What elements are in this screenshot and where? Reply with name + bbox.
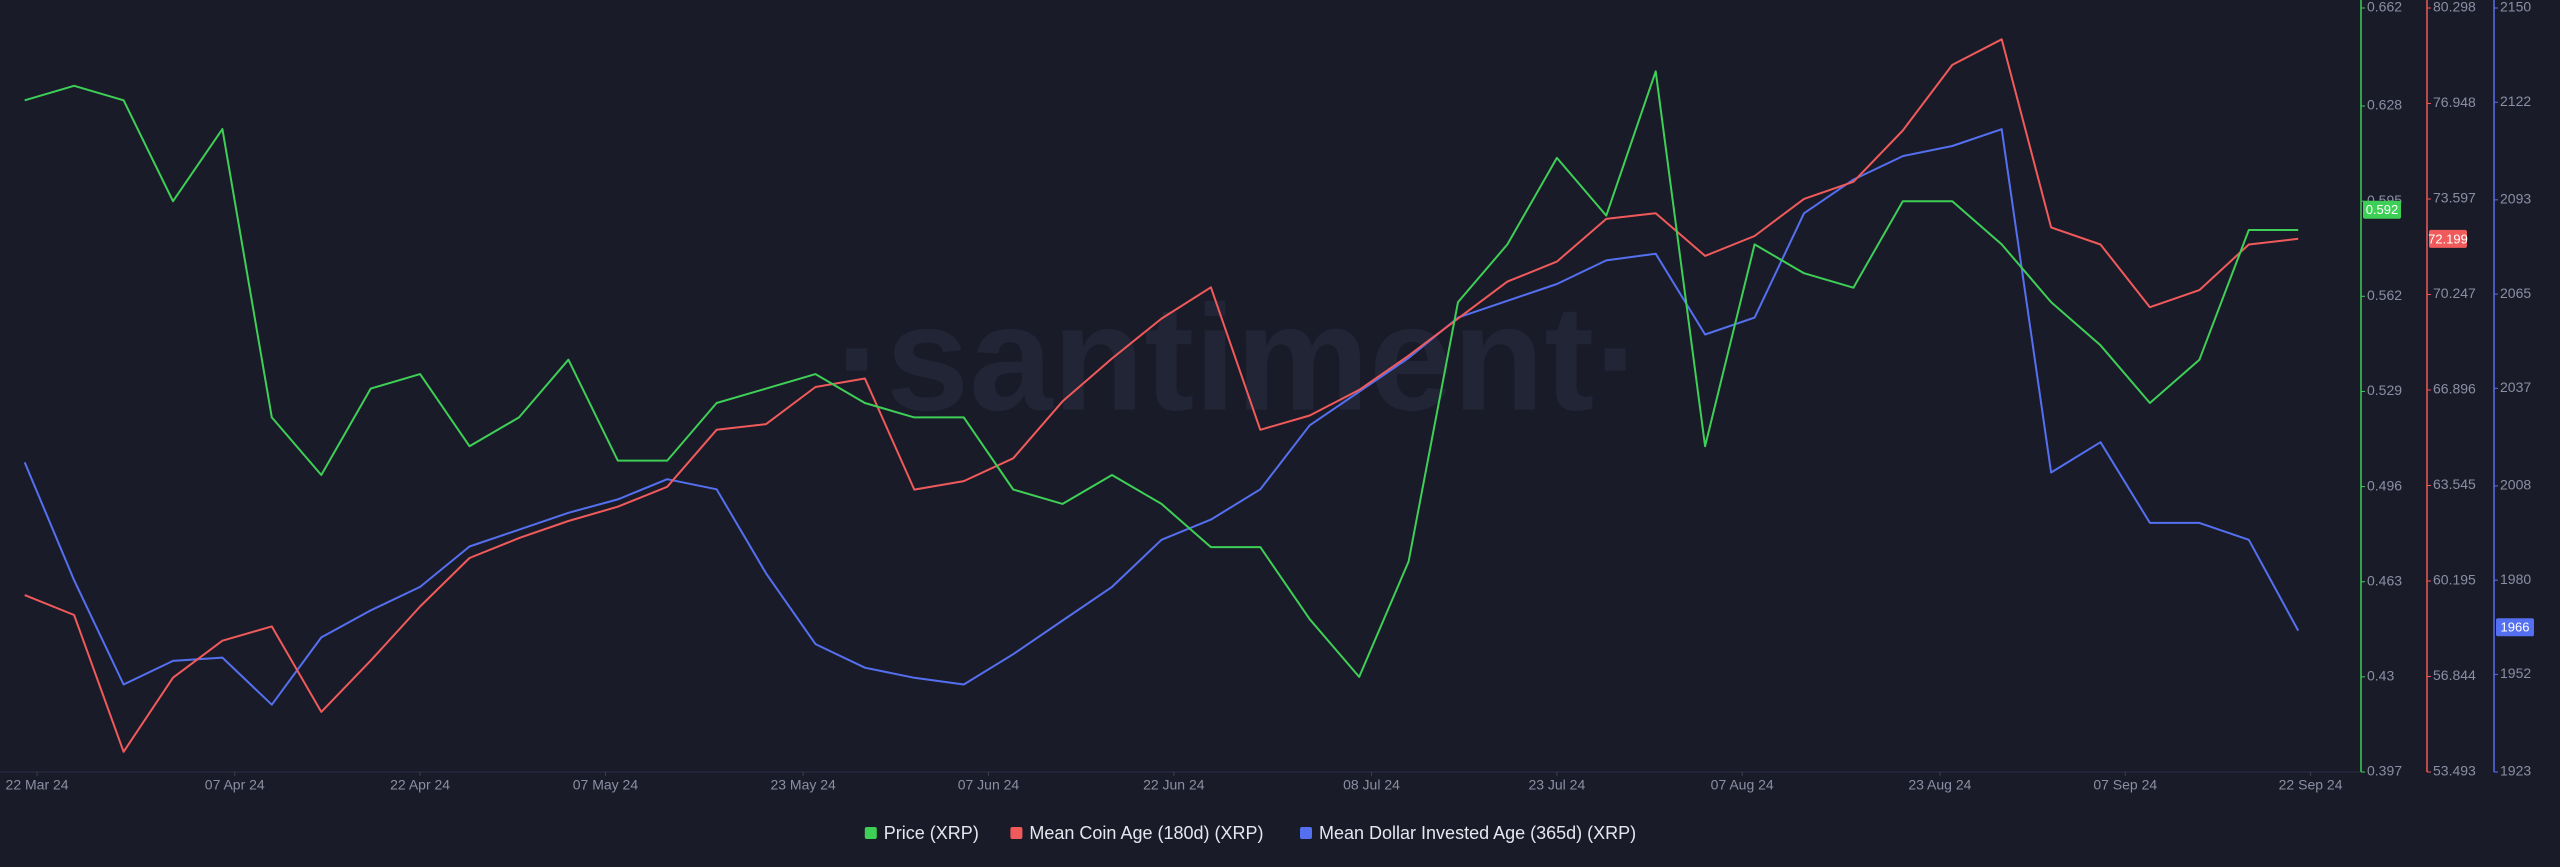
y-tick-label: 1952 xyxy=(2500,665,2531,681)
x-tick-label: 07 May 24 xyxy=(573,777,639,793)
current-value-label: 1966 xyxy=(2501,620,2530,635)
y-tick-label: 2037 xyxy=(2500,379,2531,395)
legend-label: Mean Coin Age (180d) (XRP) xyxy=(1029,823,1263,843)
legend-swatch xyxy=(864,827,877,839)
x-tick-label: 23 Aug 24 xyxy=(1908,777,1971,793)
current-value-badge xyxy=(2496,618,2534,637)
y-tick-label: 70.247 xyxy=(2433,285,2476,301)
x-tick-label: 23 May 24 xyxy=(770,777,836,793)
y-tick-label: 56.844 xyxy=(2433,667,2476,683)
legend-swatch xyxy=(1300,827,1312,839)
y-tick-label: 53.493 xyxy=(2433,763,2476,779)
y-tick-label: 2065 xyxy=(2500,285,2531,301)
y-tick-label: 2093 xyxy=(2500,191,2531,207)
y-tick-label: 0.43 xyxy=(2367,668,2394,684)
x-tick-label: 22 Mar 24 xyxy=(6,777,69,793)
current-value-badge xyxy=(2429,229,2467,248)
y-tick-label: 0.529 xyxy=(2367,382,2402,398)
x-tick-label: 22 Sep 24 xyxy=(2279,777,2343,793)
y-tick-label: 0.496 xyxy=(2367,477,2402,493)
y-tick-label: 2122 xyxy=(2500,93,2531,109)
y-tick-label: 2008 xyxy=(2500,477,2531,493)
legend-label: Price (XRP) xyxy=(884,823,979,843)
y-tick-label: 63.545 xyxy=(2433,476,2476,492)
y-tick-label: 73.597 xyxy=(2433,190,2476,206)
y-tick-label: 76.948 xyxy=(2433,94,2476,110)
y-tick-label: 1923 xyxy=(2500,763,2531,779)
y-tick-label: 2150 xyxy=(2500,0,2531,15)
x-tick-label: 07 Sep 24 xyxy=(2093,777,2157,793)
series-line xyxy=(23,128,2300,706)
series-line xyxy=(24,70,2299,678)
y-tick-label: 0.463 xyxy=(2367,572,2402,588)
legend-swatch xyxy=(1010,827,1023,839)
current-value-label: 0.592 xyxy=(2366,202,2399,217)
current-value-label: 72.199 xyxy=(2428,231,2468,246)
x-tick-label: 07 Jun 24 xyxy=(958,777,1020,793)
x-tick-label: 22 Jun 24 xyxy=(1143,777,1205,793)
watermark: ·santiment· xyxy=(836,274,1644,442)
x-tick-label: 22 Apr 24 xyxy=(390,777,450,793)
x-tick-label: 08 Jul 24 xyxy=(1343,777,1400,793)
x-tick-label: 23 Jul 24 xyxy=(1528,777,1585,793)
y-tick-label: 0.662 xyxy=(2367,0,2402,15)
y-tick-label: 80.298 xyxy=(2433,0,2476,15)
y-tick-label: 0.628 xyxy=(2367,97,2402,113)
y-tick-label: 66.896 xyxy=(2433,381,2476,397)
current-value-badge xyxy=(2363,200,2401,219)
y-tick-label: 60.195 xyxy=(2433,572,2476,588)
y-tick-label: 0.562 xyxy=(2367,287,2402,303)
series-line xyxy=(24,38,2299,753)
x-tick-label: 07 Aug 24 xyxy=(1711,777,1774,793)
y-tick-label: 1980 xyxy=(2500,571,2531,587)
legend-label: Mean Dollar Invested Age (365d) (XRP) xyxy=(1319,823,1636,843)
y-tick-label: 0.397 xyxy=(2367,763,2402,779)
x-tick-label: 07 Apr 24 xyxy=(205,777,265,793)
